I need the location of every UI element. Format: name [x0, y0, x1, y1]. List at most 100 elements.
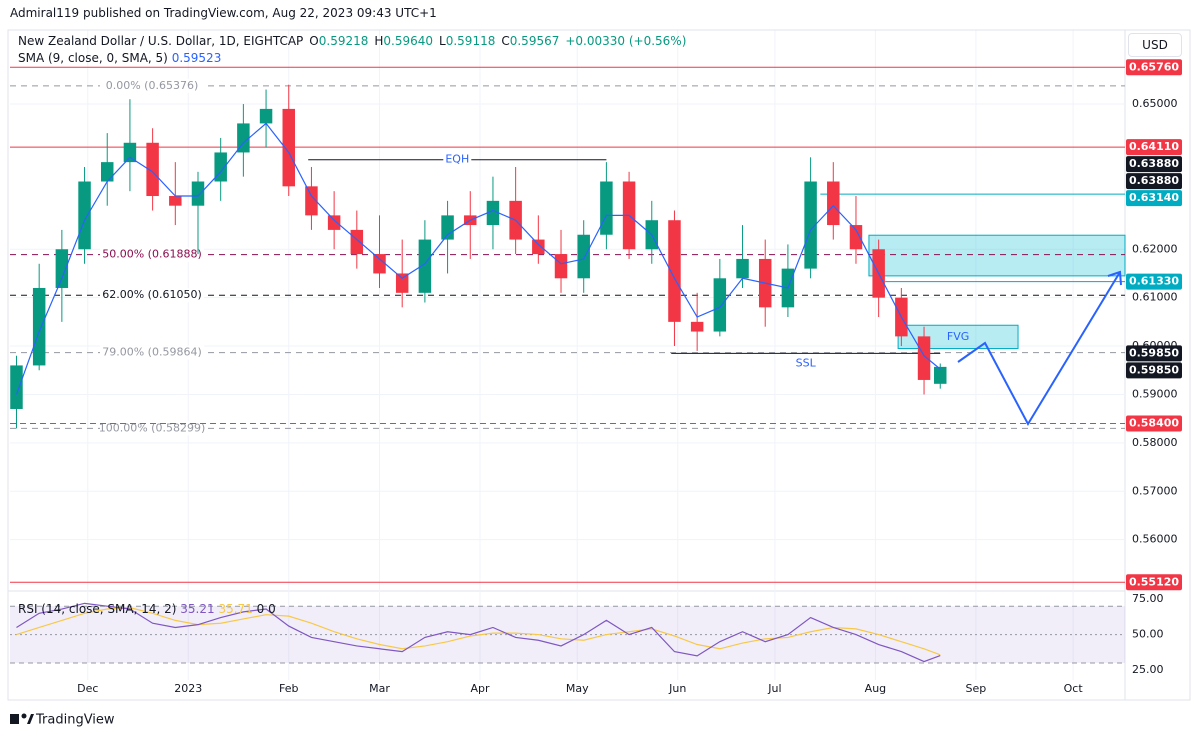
- fib-label-bg: [100, 78, 204, 93]
- price-badge-label: 0.61330: [1129, 275, 1179, 288]
- sma-value: 0.59523: [171, 51, 222, 65]
- frame: [7, 29, 1191, 701]
- y-tick-label: 0.57000: [1132, 484, 1178, 497]
- price-badge-label: 0.59850: [1129, 363, 1179, 376]
- candle-body: [827, 181, 840, 226]
- candle-body: [600, 181, 613, 235]
- rsi-extra: 0: [256, 602, 265, 616]
- price-badge-label: 0.55120: [1129, 575, 1179, 588]
- candle-body: [934, 366, 947, 384]
- sma-legend: SMA (9, close, 0, SMA, 5) 0.59523: [18, 51, 221, 65]
- x-tick-label: Jul: [767, 682, 781, 695]
- fib-label: 62.00% (0.61050): [102, 288, 202, 301]
- logo: [10, 713, 34, 724]
- y-tick-label: 0.65000: [1132, 97, 1178, 110]
- fib-label-bg: [100, 345, 204, 360]
- candle-body: [327, 215, 341, 230]
- candle-body: [418, 239, 432, 293]
- x-tick-label: Sep: [966, 682, 987, 695]
- ohlc-value: 0.59218: [318, 34, 369, 48]
- y-tick-label: 0.56000: [1132, 533, 1178, 546]
- sma-line: [15, 122, 941, 395]
- price-badge: [1126, 59, 1182, 76]
- candle-body: [350, 229, 364, 255]
- price-badge: [1126, 173, 1182, 190]
- sma-title: SMA (9, close, 0, SMA, 5): [18, 51, 168, 65]
- price-badge: [1126, 345, 1182, 362]
- rsi-legend: RSI (14, close, SMA, 14, 2) 35.21 35.71 …: [18, 602, 276, 616]
- x-tick-label: Aug: [865, 682, 886, 695]
- rsi-line: [16, 602, 941, 663]
- price-badge-label: 0.59850: [1129, 346, 1179, 359]
- candle-body: [282, 108, 295, 187]
- y-tick-label: 0.58000: [1132, 436, 1178, 449]
- y-tick-label: 0.62000: [1132, 242, 1178, 255]
- candle-body: [123, 142, 137, 163]
- candle-body: [532, 239, 545, 255]
- candle-body: [554, 254, 568, 279]
- footer-brand: TradingView: [35, 713, 115, 728]
- price-badge-label: 0.63880: [1129, 174, 1179, 187]
- ohlc-key: C: [501, 34, 510, 48]
- candle-body: [849, 225, 863, 250]
- price-badge: [1126, 362, 1182, 379]
- symbol: New Zealand Dollar / U.S. Dollar, 1D, EI…: [18, 34, 304, 48]
- fib-label-bg: [100, 247, 204, 262]
- price-badge: [1126, 190, 1182, 207]
- x-tick-label: Dec: [77, 682, 98, 695]
- candle-body: [486, 200, 500, 226]
- candle-body: [259, 108, 273, 124]
- candle-body: [713, 278, 727, 332]
- rsi-tick-label: 50.00: [1132, 628, 1164, 641]
- candle-body: [10, 365, 23, 409]
- candle-body: [690, 321, 704, 332]
- fib-label-bg: [100, 288, 204, 303]
- candle-body: [804, 181, 817, 269]
- ohlc-key: O: [309, 34, 319, 48]
- y-tick-label: 0.59000: [1132, 387, 1178, 400]
- price-badge: [1126, 273, 1182, 290]
- ohlc-value: 0.59118: [445, 34, 496, 48]
- x-tick-label: 2023: [174, 682, 202, 695]
- rsi-extra: 0: [268, 602, 276, 616]
- price-badge: [1126, 574, 1182, 591]
- mark-label: SSL: [796, 356, 817, 369]
- candle-body: [577, 234, 590, 279]
- candle-body: [100, 162, 114, 182]
- publisher: Admiral119 published on TradingView.com,…: [10, 6, 437, 20]
- ohlc-value: 0.59567: [509, 34, 560, 48]
- zone-label: FVG: [947, 330, 969, 343]
- rsi-value: 35.21: [180, 602, 215, 616]
- zone: [868, 234, 1126, 277]
- mark-label-bg: [443, 152, 472, 167]
- candle-body: [305, 186, 318, 216]
- rsi-ma-line: [16, 607, 941, 656]
- rsi-ma-value: 35.71: [218, 602, 253, 616]
- fib-label: 50.00% (0.61888): [102, 248, 202, 261]
- x-tick-label: Feb: [279, 682, 298, 695]
- candle-body: [169, 196, 182, 206]
- candle-body: [668, 220, 681, 322]
- projection-arrow: [957, 271, 1121, 427]
- price-badge-label: 0.58400: [1129, 417, 1179, 430]
- x-tick-label: Mar: [369, 682, 390, 695]
- fib-label: 0.00% (0.65376): [106, 79, 199, 92]
- ohlc-key: H: [374, 34, 384, 48]
- candle-body: [373, 254, 386, 274]
- price-badge: [1126, 415, 1182, 432]
- arrow-head: [1107, 270, 1122, 286]
- currency-button[interactable]: USD: [1128, 33, 1182, 57]
- x-tick-label: Jun: [668, 682, 686, 695]
- x-tick-label: Oct: [1064, 682, 1084, 695]
- ohlc-key: L: [439, 34, 446, 48]
- candle-body: [191, 181, 205, 206]
- price-badge: [1126, 139, 1182, 156]
- x-tick-label: May: [566, 682, 589, 695]
- fib-label: 100.00% (0.58299): [99, 421, 206, 434]
- candle-body: [237, 123, 250, 153]
- candle-body: [917, 336, 931, 380]
- price-badge-label: 0.64110: [1129, 140, 1179, 153]
- change: +0.00330 (+0.56%): [565, 34, 687, 48]
